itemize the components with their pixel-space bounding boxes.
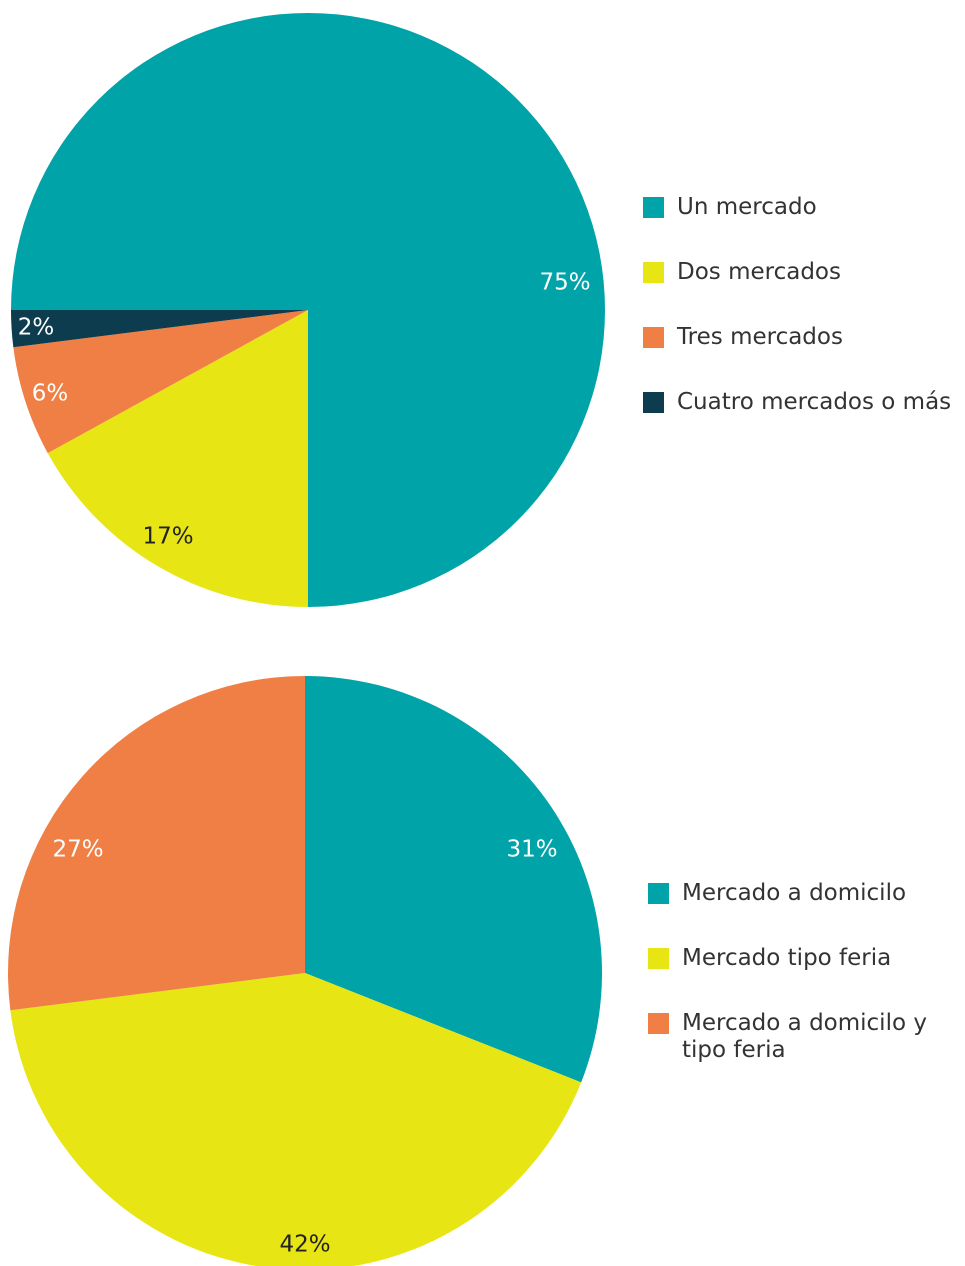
pie-slice — [11, 310, 308, 348]
legend-item: Mercado tipo feria — [648, 945, 938, 972]
legend-swatch — [643, 327, 664, 348]
pie-slice — [10, 973, 582, 1266]
legend-label: Tres mercados — [677, 324, 843, 350]
legend-swatch — [643, 197, 664, 218]
data-label: 17% — [142, 524, 193, 550]
pie-slice — [47, 310, 309, 607]
legend-label: Mercado a domicilo y tipo feria — [682, 1010, 927, 1063]
data-label: 42% — [279, 1232, 330, 1258]
legend-item: Cuatro mercados o más — [643, 389, 963, 416]
legend-swatch — [648, 1013, 669, 1034]
pie-slice — [305, 675, 602, 1083]
legend-item: Tres mercados — [643, 324, 963, 351]
legend-item: Mercado a domicilo — [648, 880, 938, 907]
data-label: 27% — [52, 837, 103, 863]
legend-label: Un mercado — [677, 194, 817, 220]
pie-slice — [7, 676, 305, 1011]
legend-swatch — [643, 262, 664, 283]
legend-item: Mercado a domicilo y tipo feria — [648, 1010, 938, 1064]
legend: Mercado a domicilo Mercado tipo feria Merc… — [648, 880, 938, 1102]
legend-swatch — [643, 392, 664, 413]
legend-label: Mercado a domicilo — [682, 880, 907, 906]
legend-item: Dos mercados — [643, 259, 963, 286]
data-label: 31% — [506, 837, 557, 863]
legend-swatch — [648, 948, 669, 969]
legend-label: Dos mercados — [677, 259, 841, 285]
legend-label: Mercado tipo feria — [682, 945, 892, 971]
legend-label: Cuatro mercados o más — [677, 389, 952, 415]
data-label: 2% — [18, 315, 55, 341]
legend-item: Un mercado — [643, 194, 963, 221]
pie-slice — [13, 310, 309, 454]
legend-swatch — [648, 883, 669, 904]
data-label: 75% — [539, 270, 590, 296]
data-label: 6% — [32, 381, 69, 407]
legend: Un mercado Dos mercados Tres mercados Cuatr… — [643, 194, 963, 454]
